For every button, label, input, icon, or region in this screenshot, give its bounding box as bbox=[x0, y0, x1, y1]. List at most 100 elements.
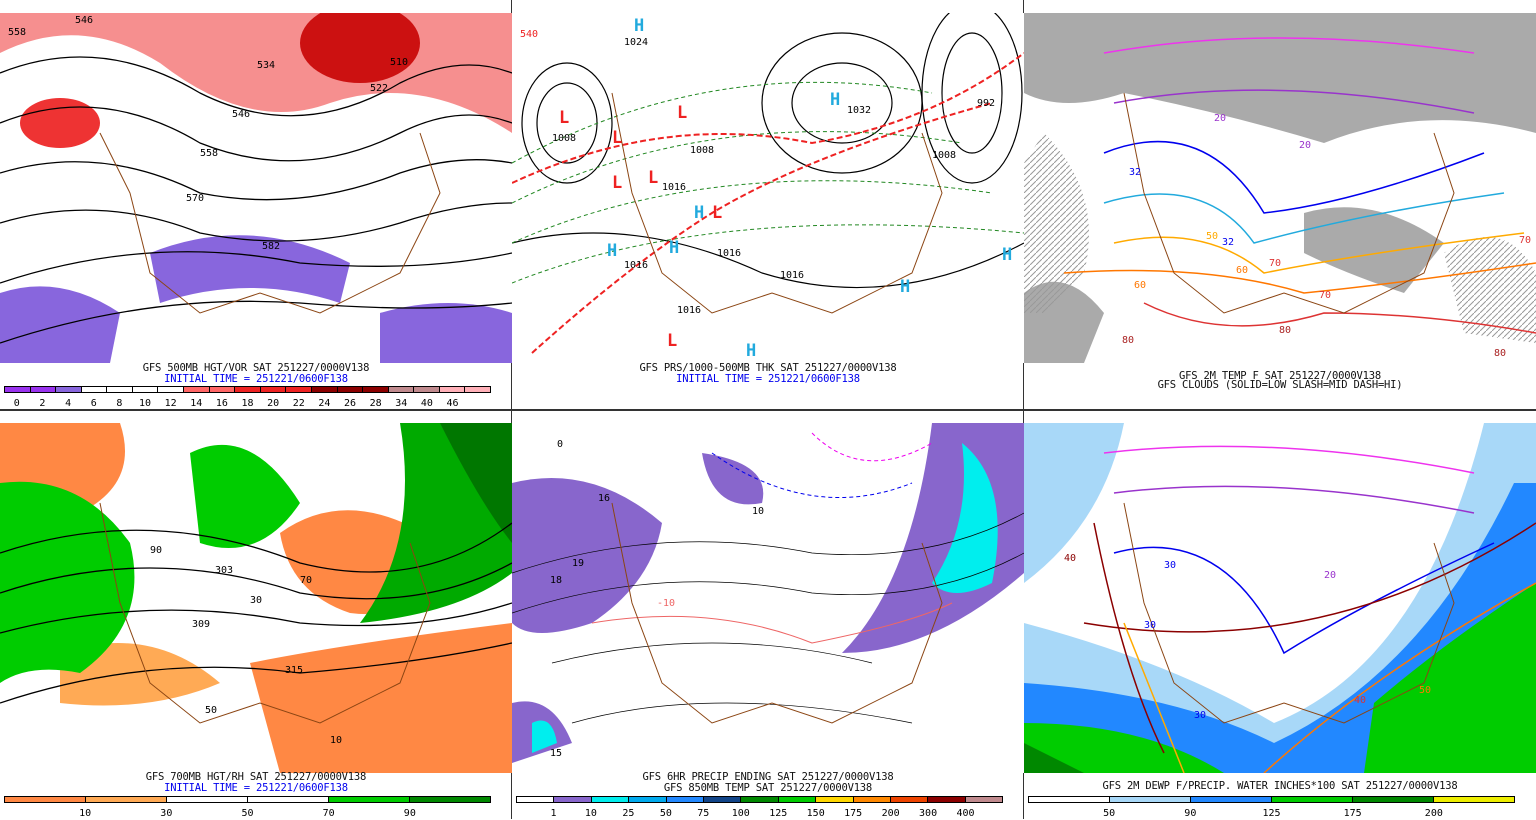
legend-tick-label: 25 bbox=[622, 808, 635, 819]
legend-swatch bbox=[132, 387, 159, 392]
temp-label: 18 bbox=[550, 575, 562, 586]
height-label: 315 bbox=[285, 665, 303, 676]
legend-swatch bbox=[158, 387, 185, 392]
legend-swatch bbox=[235, 387, 261, 392]
contour-label: 546 bbox=[75, 15, 93, 26]
panel-2m-temp: 20 20 32 32 50 60 60 70 70 70 80 80 80 G… bbox=[1024, 0, 1536, 409]
map-caption: GFS 2M TEMP F SAT 251227/0000V138 bbox=[1178, 370, 1381, 382]
legend-ticks: 10 30 50 70 90 bbox=[4, 808, 491, 820]
temp-label: 20 bbox=[1214, 113, 1226, 124]
map-precip-canvas: 0 16 18 19 10 15 -10 bbox=[512, 423, 1024, 773]
legend-swatch bbox=[5, 387, 31, 392]
isobar-label: 1016 bbox=[677, 305, 701, 316]
temp-label: 16 bbox=[598, 493, 610, 504]
legend-swatch bbox=[248, 797, 329, 802]
legend-tick-label: 90 bbox=[403, 808, 416, 819]
contour-label: 546 bbox=[232, 109, 250, 120]
temp-caption: GFS 850MB TEMP SAT 251227/0000V138 bbox=[663, 782, 873, 794]
legend-tick-label: 1 bbox=[550, 808, 557, 819]
temp-label: 0 bbox=[557, 439, 563, 450]
legend-swatch bbox=[465, 387, 490, 392]
legend-ticks: 1 10 25 50 75 100 125 150 175 200 300 400 bbox=[516, 808, 1003, 820]
height-label: 309 bbox=[192, 619, 210, 630]
map-dewp-pw-canvas: 40 30 30 30 20 40 50 bbox=[1024, 423, 1536, 773]
high-pressure-icon: H bbox=[746, 341, 756, 361]
legend-swatch bbox=[329, 797, 410, 802]
rh-label: 30 bbox=[250, 595, 262, 606]
legend-tick-label: 70 bbox=[322, 808, 335, 819]
contour-label: 534 bbox=[257, 60, 275, 71]
map-precip: 0 16 18 19 10 15 -10 bbox=[512, 423, 1024, 773]
legend-tick-label: 14 bbox=[190, 398, 203, 409]
high-pressure-icon: H bbox=[634, 16, 644, 36]
map-caption: GFS 500MB HGT/VOR SAT 251227/0000V138 bbox=[142, 362, 370, 374]
rh-label: 90 bbox=[150, 545, 162, 556]
temp-label: 32 bbox=[1129, 167, 1141, 178]
legend-tick-label: 90 bbox=[1184, 808, 1197, 819]
legend-tick-label: 16 bbox=[215, 398, 228, 409]
legend-tick-label: 24 bbox=[318, 398, 331, 409]
legend-tick-label: 2 bbox=[39, 398, 46, 409]
dewpoint-label: 30 bbox=[1194, 710, 1206, 721]
legend-swatch bbox=[517, 797, 555, 802]
temp-label: 50 bbox=[1206, 231, 1218, 242]
temp-label: 70 bbox=[1269, 258, 1281, 269]
isobar-label: 1016 bbox=[662, 182, 686, 193]
initial-time: INITIAL TIME = 251221/0600F138 bbox=[676, 373, 860, 385]
high-pressure-icon: H bbox=[669, 238, 679, 258]
legend-swatch bbox=[1272, 797, 1353, 802]
legend-tick-label: 125 bbox=[769, 808, 788, 819]
legend-swatch bbox=[928, 797, 966, 802]
legend-tick-label: 10 bbox=[138, 398, 151, 409]
temp-label: 80 bbox=[1494, 348, 1506, 359]
legend-swatch bbox=[311, 387, 338, 392]
legend-tick-label: 125 bbox=[1262, 808, 1281, 819]
low-pressure-icon: L bbox=[712, 203, 722, 223]
contour-label: 558 bbox=[8, 27, 26, 38]
rh-label: 50 bbox=[205, 705, 217, 716]
legend-swatch bbox=[1353, 797, 1434, 802]
height-label: 303 bbox=[215, 565, 233, 576]
panel-700mb-hgt-rh: 90 70 50 30 10 303 309 315 GFS 700MB HGT… bbox=[0, 409, 512, 819]
legend-swatch bbox=[286, 387, 312, 392]
low-pressure-icon: L bbox=[559, 108, 569, 128]
legend-tick-label: 400 bbox=[956, 808, 975, 819]
contour-label: 522 bbox=[370, 83, 388, 94]
legend-swatch bbox=[1434, 797, 1514, 802]
high-pressure-icon: H bbox=[1002, 245, 1012, 265]
map-dewp-pw: 40 30 30 30 20 40 50 bbox=[1024, 423, 1536, 773]
temp-label: 19 bbox=[572, 558, 584, 569]
isobar-label: 1016 bbox=[717, 248, 741, 259]
legend-tick-label: 175 bbox=[1343, 808, 1362, 819]
temp-label: 80 bbox=[1279, 325, 1291, 336]
low-pressure-icon: L bbox=[667, 331, 677, 351]
map-caption: GFS 6HR PRECIP ENDING SAT 251227/0000V13… bbox=[642, 771, 894, 783]
legend-swatch bbox=[209, 387, 236, 392]
color-legend bbox=[4, 796, 491, 803]
legend-tick-label: 28 bbox=[369, 398, 382, 409]
low-pressure-icon: L bbox=[648, 168, 658, 188]
legend-swatch bbox=[778, 797, 817, 802]
map-prs-thk-canvas: 1008 1008 1016 1016 1016 1016 1016 1024 … bbox=[512, 13, 1024, 363]
legend-tick-label: 200 bbox=[1424, 808, 1443, 819]
map-2m-temp-canvas: 20 20 32 32 50 60 60 70 70 70 80 80 80 bbox=[1024, 13, 1536, 363]
color-legend bbox=[4, 386, 491, 393]
map-caption: GFS PRS/1000-500MB THK SAT 251227/0000V1… bbox=[639, 362, 897, 374]
legend-tick-label: 75 bbox=[697, 808, 710, 819]
dewpoint-label: 30 bbox=[1144, 620, 1156, 631]
thickness-label: 540 bbox=[520, 29, 538, 40]
temp-label: 80 bbox=[1122, 335, 1134, 346]
legend-swatch bbox=[554, 797, 592, 802]
legend-swatch bbox=[1110, 797, 1191, 802]
legend-swatch bbox=[666, 797, 704, 802]
legend-swatch bbox=[388, 387, 415, 392]
panel-500mb-hgt-vor: 558 546 534 522 510 546 558 570 582 GFS … bbox=[0, 0, 512, 409]
temp-label: 70 bbox=[1319, 290, 1331, 301]
temp-label: -10 bbox=[657, 598, 675, 609]
legend-tick-label: 10 bbox=[79, 808, 92, 819]
legend-tick-label: 12 bbox=[164, 398, 177, 409]
legend-tick-label: 100 bbox=[731, 808, 750, 819]
legend-swatch bbox=[30, 387, 57, 392]
isobar-label: 1024 bbox=[624, 37, 648, 48]
legend-tick-label: 40 bbox=[420, 398, 433, 409]
